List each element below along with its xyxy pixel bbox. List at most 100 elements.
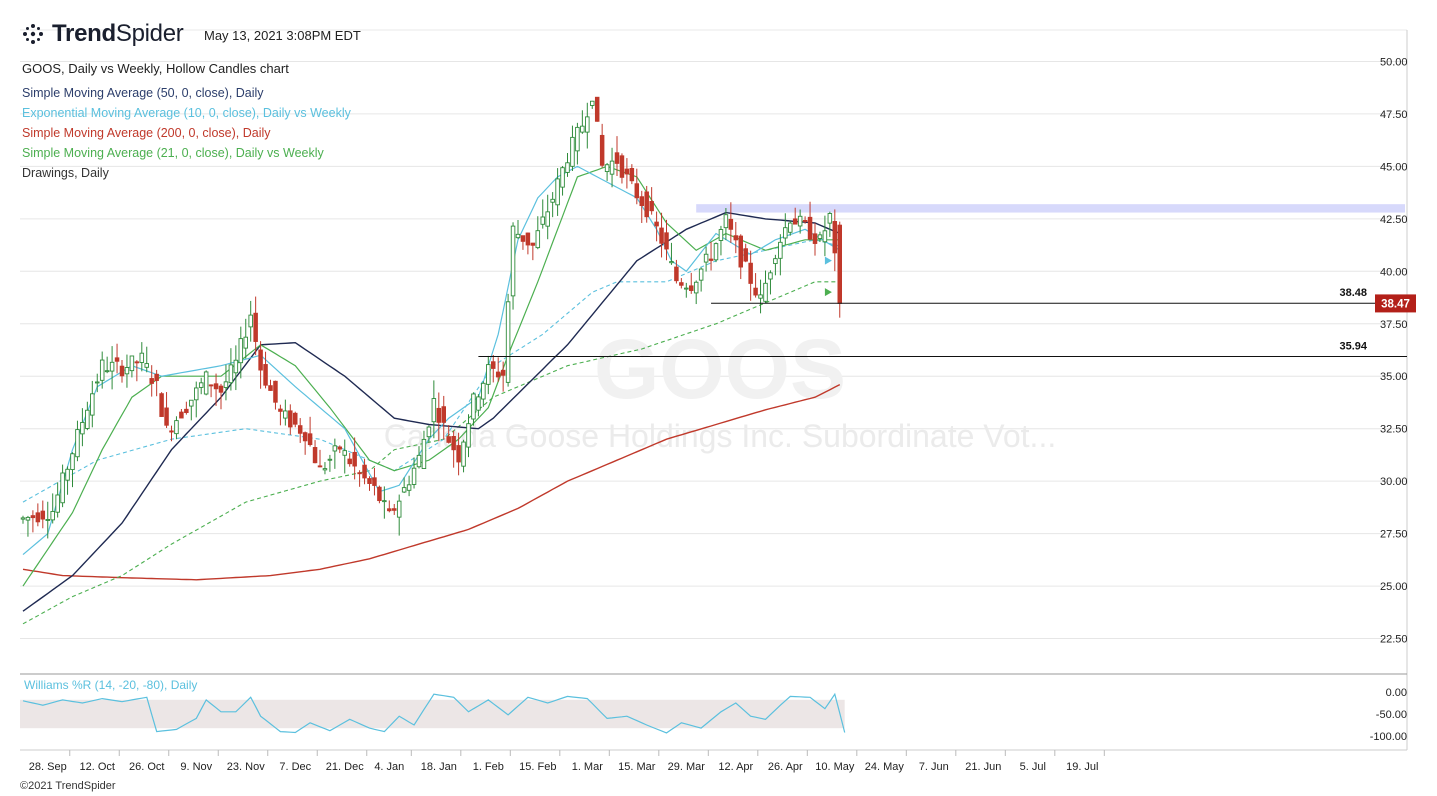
candle-body (55, 494, 60, 513)
candle-body (387, 508, 392, 512)
candle-body (570, 136, 575, 167)
date-tick-label: 18. Jan (421, 761, 457, 773)
candle-body (733, 235, 739, 241)
candle-body (599, 134, 605, 166)
date-tick-label: 28. Sep (29, 761, 67, 773)
candle-body (466, 423, 471, 448)
candle-body (297, 425, 303, 434)
legend-item[interactable]: Exponential Moving Average (10, 0, close… (22, 106, 351, 120)
candle-body (505, 301, 511, 383)
candle-body (693, 281, 699, 294)
candle-body (832, 221, 838, 254)
date-tick-label: 9. Nov (180, 761, 212, 773)
candle-body (807, 216, 813, 240)
candle-body (248, 314, 253, 328)
candle-body (213, 383, 219, 390)
candle-body (802, 219, 808, 222)
candle-body (416, 454, 422, 468)
candle-body (392, 508, 397, 511)
candle-body (184, 408, 189, 414)
candle-body (585, 116, 590, 133)
date-tick-label: 1. Feb (473, 761, 504, 773)
candle-body (25, 516, 31, 521)
candle-body (575, 126, 580, 152)
date-tick-label: 12. Oct (80, 761, 115, 773)
watermark-symbol: GOOS (594, 322, 846, 416)
candle-body (614, 152, 620, 164)
candle-body (90, 393, 95, 416)
candle-body (590, 100, 595, 106)
candle-body (486, 364, 491, 385)
candle-body (456, 445, 461, 463)
candle-body (302, 432, 308, 442)
legend-item[interactable]: Simple Moving Average (50, 0, close), Da… (22, 86, 264, 100)
price-tick-label: 45.00 (1380, 161, 1408, 173)
candle-body (708, 258, 714, 261)
trendspider-logo: TrendSpider (20, 20, 184, 48)
price-tick-label: 50.00 (1380, 56, 1408, 68)
candle-body (718, 229, 724, 241)
candle-body (520, 235, 526, 242)
date-tick-label: 26. Oct (129, 761, 164, 773)
candle-body (218, 385, 224, 393)
ema-signal-arrow-icon (824, 256, 832, 265)
candle-body (159, 393, 164, 417)
candle-body (822, 230, 828, 243)
date-axis[interactable]: 28. Sep 12. Oct 26. Oct 9. Nov 23. Nov 7. Dec… (20, 749, 1407, 773)
candle-body (258, 349, 263, 371)
price-axis[interactable]: 50.00 47.50 45.00 42.50 40.00 37.50 35.00 32.50… (1375, 56, 1416, 646)
candle-body (669, 261, 674, 264)
candle-body (307, 433, 313, 446)
candle-body (401, 487, 407, 493)
candle-body (406, 484, 412, 491)
legend-item[interactable]: Simple Moving Average (21, 0, close), Da… (22, 146, 324, 160)
candle-body (293, 412, 298, 425)
candle-body (134, 361, 140, 364)
sma-50-line (22, 211, 841, 612)
resistance-zone-rect (696, 204, 1405, 213)
candle-body (109, 361, 115, 372)
price-tick-label: 40.00 (1380, 266, 1408, 278)
candle-body (223, 381, 229, 388)
candle-body (723, 214, 729, 229)
candle-body (154, 373, 159, 381)
candle-body (327, 458, 333, 461)
williams-r-tick-label: 0.00 (1386, 687, 1407, 699)
date-tick-label: 7. Jun (919, 761, 949, 773)
candle-body (347, 458, 352, 465)
candle-body (827, 213, 833, 224)
candle-body (604, 164, 610, 173)
williams-r-tick-label: -50.00 (1376, 709, 1407, 721)
candle-body (768, 272, 773, 280)
candle-body (169, 430, 174, 433)
candle-body (337, 446, 343, 450)
candle-body (471, 393, 476, 420)
date-tick-label: 10. May (815, 761, 855, 773)
candle-body (179, 411, 184, 419)
date-tick-label: 24. May (865, 761, 905, 773)
candle-body (748, 262, 753, 284)
level-label: 38.48 (1339, 287, 1367, 299)
candles (20, 96, 843, 539)
candle-body (372, 477, 377, 486)
price-tick-label: 35.00 (1380, 371, 1408, 383)
candle-body (540, 216, 546, 225)
candle-body (45, 519, 51, 521)
candle-body (441, 406, 447, 423)
price-levels[interactable]: 38.48 35.94 (478, 287, 1407, 358)
candle-body (362, 464, 367, 479)
candle-body (689, 285, 694, 291)
candle-body (75, 429, 80, 458)
candle-body (788, 222, 793, 233)
candle-body (753, 287, 758, 296)
candle-body (624, 168, 630, 175)
legend-item[interactable]: Simple Moving Average (200, 0, close), D… (22, 126, 271, 140)
last-price-badge (1375, 294, 1416, 313)
candle-body (119, 365, 125, 377)
resistance-zone[interactable] (696, 204, 1405, 213)
williams-r-tick-label: -100.00 (1370, 731, 1407, 743)
candle-body (451, 435, 456, 451)
candle-body (149, 378, 154, 384)
legend-item[interactable]: Drawings, Daily (22, 166, 109, 180)
